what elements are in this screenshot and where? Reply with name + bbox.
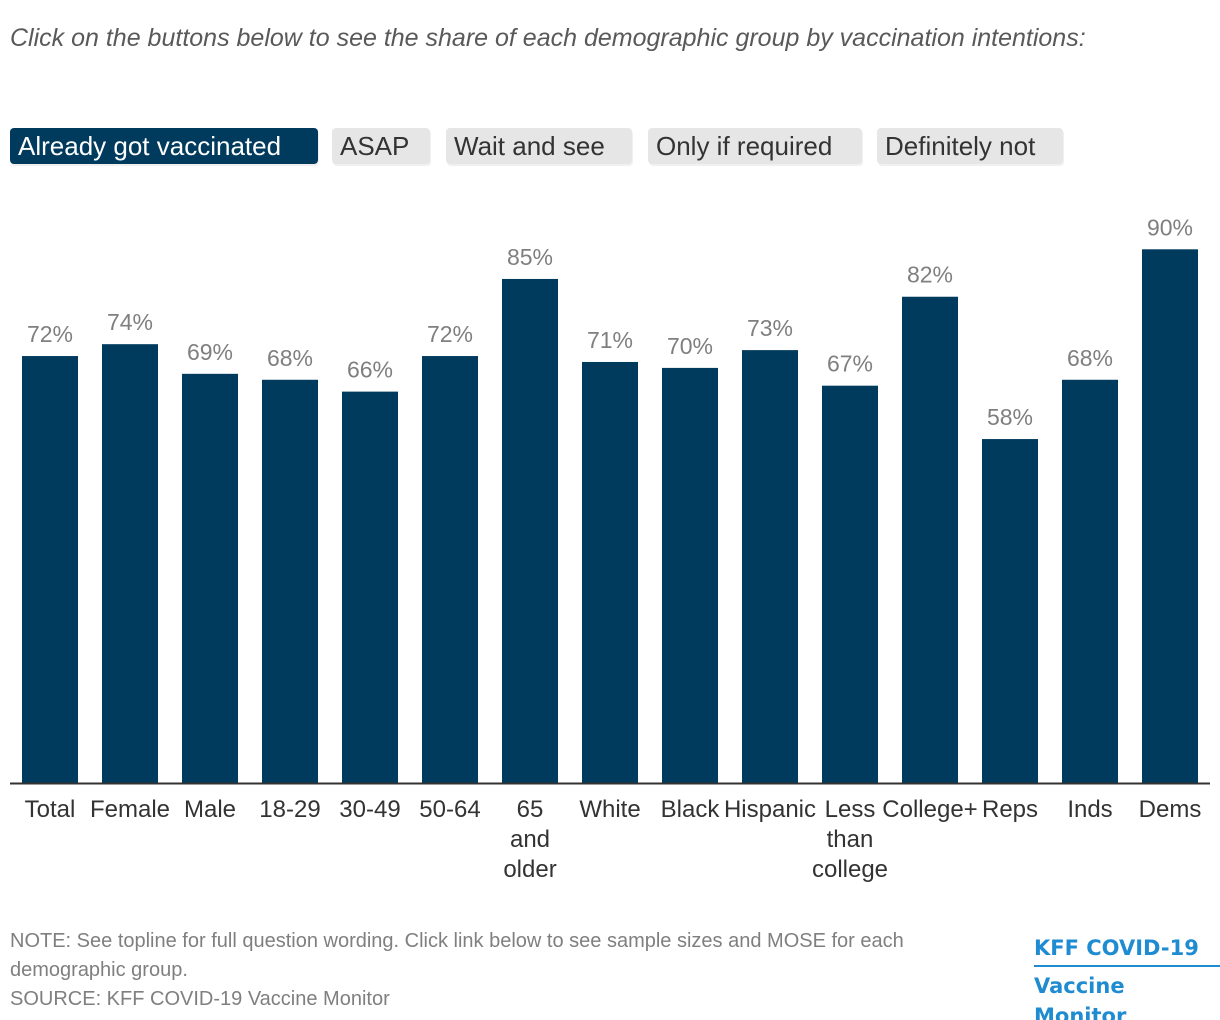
x-tick-label: Female (90, 796, 170, 823)
data-label: 82% (907, 262, 953, 288)
data-label: 68% (1067, 345, 1113, 371)
x-tick-label: 50-64 (419, 796, 480, 823)
source-text: SOURCE: KFF COVID-19 Vaccine Monitor (10, 988, 390, 1010)
bar-total[interactable] (22, 356, 78, 783)
already-vaccinated-button[interactable]: Already got vaccinated (10, 128, 318, 164)
definitely-not-button[interactable]: Definitely not (877, 128, 1063, 164)
bar-inds[interactable] (1062, 379, 1118, 783)
data-label: 70% (667, 333, 713, 359)
data-label: 73% (747, 315, 793, 341)
x-tick-label: Total (25, 796, 76, 823)
kff-logo: KFF COVID-19 Vaccine Monitor (1034, 933, 1220, 1020)
logo-line-1: KFF COVID-19 (1034, 933, 1220, 967)
bar-female[interactable] (102, 344, 158, 783)
x-tick-label: Black (661, 796, 721, 823)
x-tick-label: 18-29 (259, 796, 320, 823)
data-label: 58% (987, 404, 1033, 430)
x-tick-label: Hispanic (724, 796, 816, 823)
data-label: 68% (267, 345, 313, 371)
bar-hispanic[interactable] (742, 350, 798, 783)
only-if-required-button[interactable]: Only if required (648, 128, 862, 164)
data-label: 72% (27, 321, 73, 347)
asap-button[interactable]: ASAP (332, 128, 430, 164)
bar-less-than-college[interactable] (822, 385, 878, 783)
data-label: 66% (347, 357, 393, 383)
bar-black[interactable] (662, 367, 718, 783)
x-tick-label: 65 and older (503, 796, 556, 883)
bar-reps[interactable] (982, 439, 1038, 783)
x-tick-label: 30-49 (339, 796, 400, 823)
x-tick-label: Less than college (812, 796, 888, 883)
bar-18-29[interactable] (262, 379, 318, 783)
bar-30-49[interactable] (342, 391, 398, 783)
bar-white[interactable] (582, 361, 638, 783)
bar-dems[interactable] (1142, 249, 1198, 784)
data-label: 90% (1147, 214, 1193, 240)
data-label: 69% (187, 339, 233, 365)
bar-male[interactable] (182, 373, 238, 783)
data-label: 85% (507, 244, 553, 270)
chart-intro: Click on the buttons below to see the sh… (10, 24, 1086, 52)
x-tick-label: Male (184, 796, 236, 823)
x-tick-label: Reps (982, 796, 1038, 823)
logo-line-2: Vaccine Monitor (1034, 974, 1127, 1020)
note-text: NOTE: See topline for full question word… (10, 930, 904, 981)
x-tick-label: College+ (882, 796, 977, 823)
bar-65-and-older[interactable] (502, 278, 558, 783)
bar-college-[interactable] (902, 296, 958, 783)
x-tick-label: White (579, 796, 640, 823)
wait-and-see-button[interactable]: Wait and see (446, 128, 632, 164)
x-tick-label: Inds (1067, 796, 1112, 823)
data-label: 67% (827, 351, 873, 377)
bar-chart: 72% 74% 69% 68% 66% 72% 85% 71% 70% 73% 67% 82% 58% 6… (10, 214, 1210, 883)
bar-50-64[interactable] (422, 356, 478, 783)
x-tick-label: Dems (1139, 796, 1202, 823)
chart-footer: NOTE: See topline for full question word… (10, 927, 1010, 1014)
data-label: 72% (427, 321, 473, 347)
data-label: 74% (107, 309, 153, 335)
data-label: 71% (587, 327, 633, 353)
